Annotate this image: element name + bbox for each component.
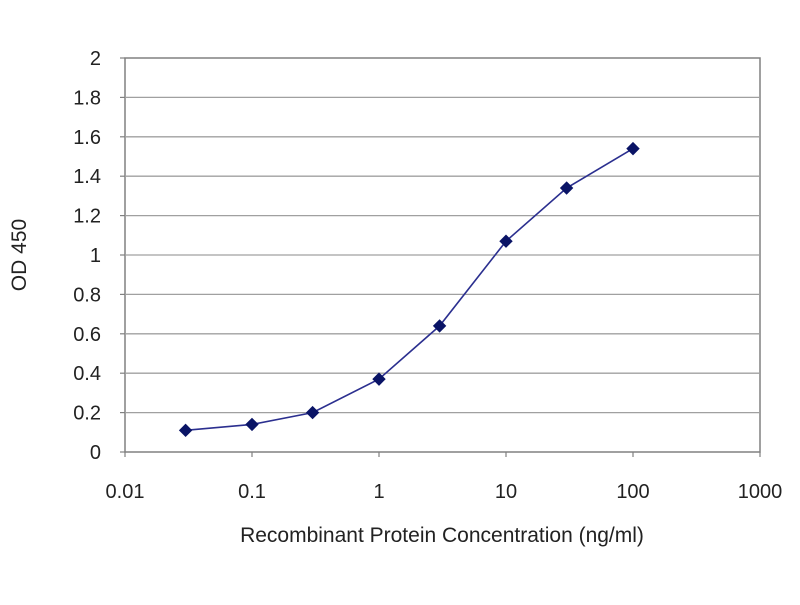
y-tick-label: 2 xyxy=(90,48,101,70)
y-axis-title: OD 450 xyxy=(8,219,31,291)
grid-lines xyxy=(125,96,760,414)
y-axis: 0 0.2 0.4 0.6 0.8 1 1.2 1.4 1.6 1.8 2 xyxy=(73,48,125,464)
y-tick-label: 0.6 xyxy=(73,324,101,346)
y-tick-label: 0.2 xyxy=(73,403,101,425)
y-tick-label: 1.4 xyxy=(73,166,101,188)
series-group xyxy=(178,141,640,438)
y-tick-label: 0.8 xyxy=(73,284,101,306)
data-point xyxy=(305,405,320,420)
data-point xyxy=(372,372,386,386)
x-tick-label: 10 xyxy=(495,481,517,503)
x-tick-label: 1 xyxy=(373,481,384,503)
x-tick-label: 0.1 xyxy=(238,481,266,503)
data-point xyxy=(559,181,574,195)
y-tick-label: 1.2 xyxy=(73,206,101,228)
y-tick-label: 1.6 xyxy=(73,127,101,149)
y-tick-label: 0 xyxy=(90,442,101,464)
data-point xyxy=(432,319,447,333)
x-tick-label: 100 xyxy=(616,481,649,503)
series-line xyxy=(185,147,634,432)
y-tick-label: 1.8 xyxy=(73,87,101,109)
y-tick-label: 1 xyxy=(90,245,101,267)
x-tick-label: 0.01 xyxy=(106,481,145,503)
data-point xyxy=(626,141,640,156)
y-tick-label: 0.4 xyxy=(73,363,101,385)
data-point xyxy=(245,417,259,432)
x-axis: 0.01 0.1 1 10 100 1000 xyxy=(106,452,783,503)
data-point xyxy=(178,423,193,438)
data-point xyxy=(499,234,513,248)
x-axis-title: Recombinant Protein Concentration (ng/ml… xyxy=(240,524,644,547)
x-tick-label: 1000 xyxy=(738,481,783,503)
